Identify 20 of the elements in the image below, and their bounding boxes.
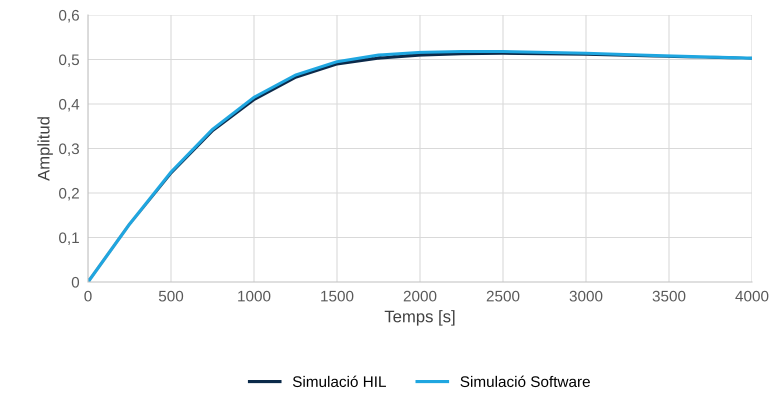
- legend-label: Simulació HIL: [292, 376, 386, 388]
- y-axis-title: Amplitud: [37, 117, 53, 181]
- x-tick-label: 1500: [321, 290, 354, 302]
- x-tick-label: 4000: [735, 290, 768, 302]
- y-tick-label: 0,5: [59, 54, 80, 67]
- y-tick-label: 0,2: [59, 188, 79, 200]
- legend-label: Simulació Software: [460, 376, 590, 388]
- y-tick-label: 0,1: [59, 232, 79, 245]
- x-tick-label: 500: [158, 290, 184, 302]
- x-tick-label: 2000: [404, 290, 436, 302]
- y-tick-label: 0,3: [59, 143, 79, 156]
- x-tick-label: 2500: [486, 290, 520, 302]
- y-tick-label: 0,6: [59, 10, 79, 22]
- x-axis-title: Temps [s]: [384, 310, 454, 326]
- x-tick-label: 1000: [238, 290, 270, 302]
- y-tick-label: 0,4: [59, 98, 80, 112]
- y-tick-label: 0: [72, 276, 80, 288]
- x-tick-label: 3000: [570, 290, 602, 302]
- x-tick-label: 0: [84, 290, 92, 302]
- x-tick-label: 3500: [652, 290, 686, 302]
